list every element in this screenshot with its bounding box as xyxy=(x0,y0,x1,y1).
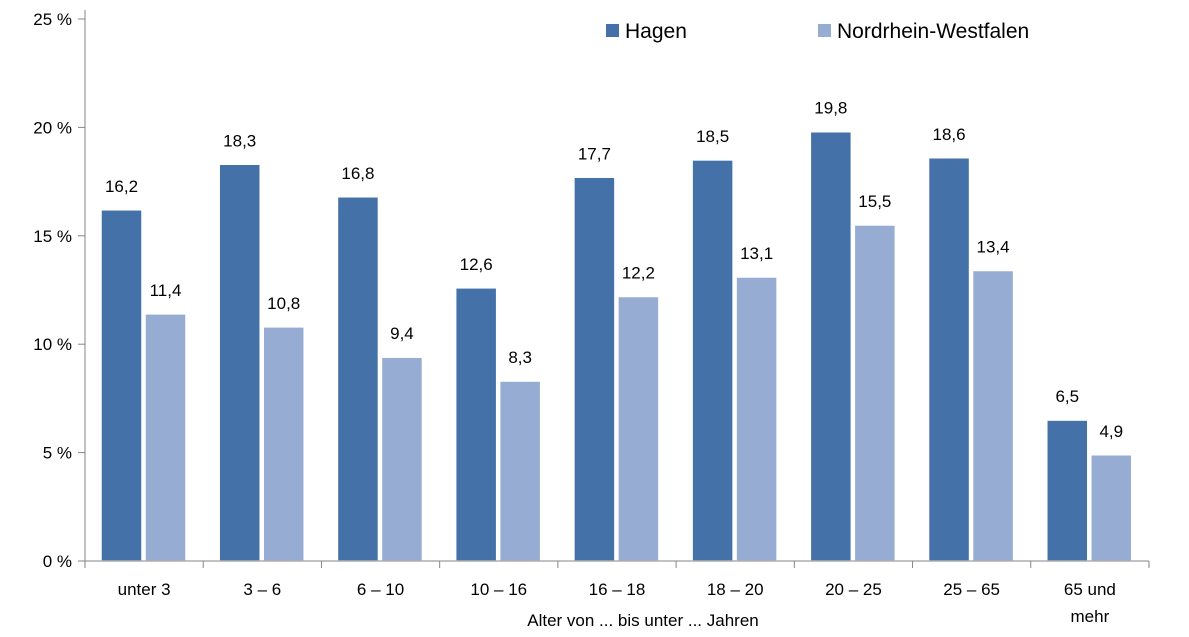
data-label: 18,3 xyxy=(223,131,256,150)
x-tick-label: 3 – 6 xyxy=(243,580,281,599)
data-label: 13,4 xyxy=(977,237,1010,256)
data-label: 6,5 xyxy=(1055,387,1079,406)
bar-hagen xyxy=(573,176,616,562)
bar-nrw xyxy=(971,269,1015,562)
bar-hagen xyxy=(1046,419,1089,562)
x-tick-label: 25 – 65 xyxy=(943,580,1000,599)
data-label: 19,8 xyxy=(814,99,847,118)
legend-label: Nordrhein-Westfalen xyxy=(837,20,1029,43)
x-tick-label: 65 und mehr xyxy=(1064,580,1116,626)
bars: 16,2 11,4 18,3 10,8 16,8 9,4 12,6 8,3 17,7 12,2 18… xyxy=(100,99,1133,562)
data-label: 15,5 xyxy=(858,192,891,211)
x-axis-ticks: unter 3 3 – 6 6 – 10 10 – 16 16 – 18 18 – 20 2… xyxy=(84,561,1150,626)
legend-swatch-nrw xyxy=(818,24,831,37)
bar-nrw xyxy=(262,326,305,562)
bar-nrw xyxy=(1090,454,1133,562)
data-label: 16,2 xyxy=(105,177,138,196)
data-label: 4,9 xyxy=(1099,422,1123,441)
data-label: 12,6 xyxy=(460,255,493,274)
y-tick-label: 0 % xyxy=(43,552,72,571)
data-label: 16,8 xyxy=(341,164,374,183)
bar-hagen xyxy=(100,209,143,562)
bar-nrw xyxy=(498,380,542,562)
bar-nrw xyxy=(735,276,778,562)
y-tick-label: 10 % xyxy=(33,335,72,354)
data-label: 13,1 xyxy=(740,244,773,263)
data-label: 10,8 xyxy=(267,294,300,313)
data-label: 18,6 xyxy=(933,125,966,144)
data-label: 17,7 xyxy=(578,144,611,163)
bar-hagen xyxy=(691,159,734,562)
legend-swatch-hagen xyxy=(606,24,619,37)
x-tick-label: 20 – 25 xyxy=(825,580,882,599)
axes xyxy=(84,10,1149,562)
x-tick-label: 6 – 10 xyxy=(357,580,404,599)
legend: Hagen Nordrhein-Westfalen xyxy=(606,20,1029,43)
data-label: 12,2 xyxy=(622,264,655,283)
x-axis-title: Alter von ... bis unter ... Jahren xyxy=(527,611,759,630)
bar-hagen xyxy=(336,196,380,562)
y-tick-label: 15 % xyxy=(33,227,72,246)
y-axis-ticks: 0 % 5 % 10 % 15 % 20 % 25 % xyxy=(33,10,85,571)
y-tick-label: 5 % xyxy=(43,444,72,463)
bar-hagen xyxy=(809,130,853,562)
bar-hagen xyxy=(454,287,498,562)
x-tick-label: unter 3 xyxy=(118,580,171,599)
data-label: 11,4 xyxy=(150,281,182,300)
legend-label: Hagen xyxy=(625,20,687,43)
bar-hagen xyxy=(218,163,261,562)
bar-nrw xyxy=(144,313,187,562)
bar-nrw xyxy=(853,224,897,562)
y-tick-label: 25 % xyxy=(33,10,72,29)
data-label: 9,4 xyxy=(390,324,414,343)
data-label: 18,5 xyxy=(696,127,729,146)
bar-hagen xyxy=(927,157,971,562)
data-label: 8,3 xyxy=(508,348,532,367)
x-tick-label: 16 – 18 xyxy=(589,580,646,599)
bar-nrw xyxy=(380,356,424,562)
x-tick-label: 10 – 16 xyxy=(470,580,527,599)
bar-nrw xyxy=(617,295,660,562)
x-tick-label: 18 – 20 xyxy=(707,580,764,599)
y-tick-label: 20 % xyxy=(33,118,72,137)
